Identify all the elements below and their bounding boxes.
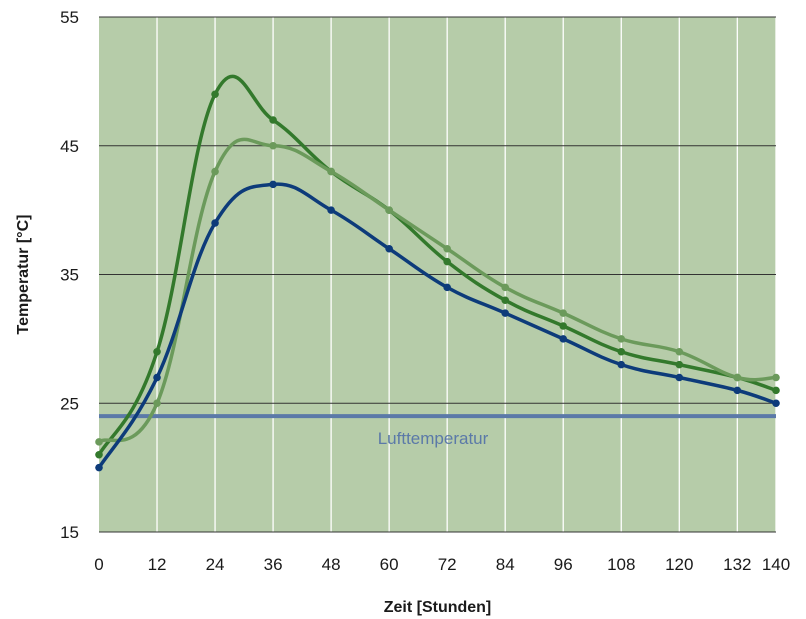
data-point bbox=[153, 373, 161, 382]
data-point bbox=[95, 463, 103, 472]
data-point bbox=[559, 309, 568, 317]
x-tick-label: 60 bbox=[380, 555, 399, 574]
series-2 bbox=[95, 137, 780, 446]
y-tick-label: 15 bbox=[60, 523, 79, 542]
y-tick-label: 45 bbox=[60, 137, 79, 156]
x-axis-title: Zeit [Stunden] bbox=[384, 599, 492, 616]
x-tick-label: 36 bbox=[264, 555, 283, 574]
series-group bbox=[95, 74, 780, 472]
data-point bbox=[211, 219, 219, 227]
data-point bbox=[443, 257, 451, 266]
data-point bbox=[733, 386, 742, 395]
x-tick-label: 72 bbox=[438, 555, 457, 574]
data-point bbox=[385, 244, 393, 253]
data-point bbox=[327, 167, 335, 176]
data-point bbox=[733, 373, 742, 382]
x-tick-label: 96 bbox=[554, 555, 573, 574]
data-point bbox=[95, 438, 103, 446]
x-tick-label: 0 bbox=[94, 555, 103, 574]
data-point bbox=[95, 450, 103, 459]
x-tick-label: 84 bbox=[496, 555, 515, 574]
data-point bbox=[443, 283, 451, 292]
data-point bbox=[617, 347, 626, 356]
y-axis-ticks: 15 25 35 45 55 bbox=[60, 8, 79, 542]
series-line bbox=[97, 182, 777, 469]
x-tick-label: 12 bbox=[148, 555, 167, 574]
x-tick-label: 140 bbox=[762, 555, 790, 574]
x-tick-label: 48 bbox=[322, 555, 341, 574]
x-tick-label: 120 bbox=[665, 555, 693, 574]
data-point bbox=[675, 360, 684, 369]
y-tick-label: 25 bbox=[60, 394, 79, 413]
reference-line-label: Lufttemperatur bbox=[378, 429, 489, 448]
data-point bbox=[269, 116, 277, 124]
data-point bbox=[443, 244, 451, 253]
data-point bbox=[675, 347, 684, 356]
data-point bbox=[772, 386, 780, 395]
x-axis-ticks: 0 12 24 36 48 60 72 84 96 108 120 132 140 bbox=[94, 555, 790, 574]
y-tick-label: 35 bbox=[60, 266, 79, 285]
data-point bbox=[327, 206, 335, 214]
grid bbox=[99, 16, 777, 533]
series-3 bbox=[95, 180, 780, 472]
data-point bbox=[269, 180, 277, 189]
x-tick-label: 24 bbox=[206, 555, 225, 574]
data-point bbox=[385, 206, 393, 214]
data-point bbox=[675, 373, 684, 382]
data-point bbox=[501, 296, 510, 305]
data-point bbox=[617, 360, 626, 369]
reference-line-group: Lufttemperatur bbox=[99, 414, 776, 448]
data-point bbox=[501, 283, 510, 292]
data-point bbox=[153, 399, 161, 408]
series-line bbox=[98, 137, 777, 444]
data-point bbox=[772, 373, 780, 382]
x-tick-label: 108 bbox=[607, 555, 635, 574]
data-point bbox=[559, 335, 568, 343]
data-point bbox=[559, 322, 568, 330]
data-point bbox=[269, 141, 277, 150]
data-point bbox=[772, 399, 780, 408]
data-point bbox=[153, 347, 161, 356]
y-tick-label: 55 bbox=[60, 8, 79, 27]
data-point bbox=[617, 335, 626, 343]
data-point bbox=[501, 309, 510, 317]
data-point bbox=[211, 90, 219, 99]
y-axis-title: Temperatur [°C] bbox=[15, 215, 32, 335]
data-point bbox=[211, 167, 219, 176]
x-tick-label: 132 bbox=[723, 555, 751, 574]
